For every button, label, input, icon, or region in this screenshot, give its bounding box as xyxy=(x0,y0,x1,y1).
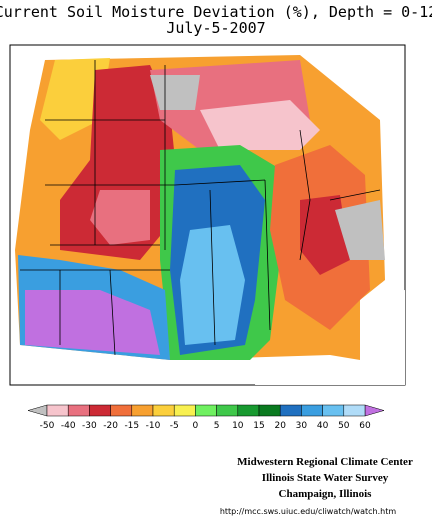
legend: -50 -40 -30 -20 -15 -10 -5 0 5 10 15 20 30 40 50 60 xyxy=(27,404,385,431)
legend-swatch xyxy=(195,404,217,417)
legend-tick-label: 0 xyxy=(193,421,199,431)
title: Current Soil Moisture Deviation (%), Dep… xyxy=(0,3,432,21)
legend-tick-label: -15 xyxy=(124,421,139,431)
legend-swatch xyxy=(131,404,154,417)
legend-swatch xyxy=(258,404,281,417)
legend-swatch xyxy=(301,404,323,417)
legend-high xyxy=(364,404,385,417)
legend-swatch xyxy=(152,404,175,417)
legend-tick-label: 60 xyxy=(359,421,371,431)
legend-tick-label: 5 xyxy=(214,421,220,431)
legend-tick-label: -5 xyxy=(170,421,179,431)
legend-tick-label: 30 xyxy=(296,421,308,431)
legend-swatch xyxy=(279,404,302,417)
legend-tick-label: 20 xyxy=(274,421,286,431)
legend-swatch xyxy=(46,404,69,417)
legend-low xyxy=(27,404,48,417)
url: http://mcc.sws.uiuc.edu/cliwatch/watch.h… xyxy=(220,507,397,516)
legend-swatch xyxy=(322,404,345,417)
date: July-5-2007 xyxy=(166,19,265,37)
legend-tick-label: -50 xyxy=(40,421,55,431)
legend-tick-label: -30 xyxy=(82,421,97,431)
legend-swatch xyxy=(110,404,133,417)
credit-line: Illinois State Water Survey xyxy=(262,472,389,484)
legend-tick-label: 40 xyxy=(317,421,329,431)
legend-tick-label: 50 xyxy=(338,421,350,431)
legend-tick-label: 10 xyxy=(232,421,244,431)
legend-swatch xyxy=(89,404,111,417)
legend-swatch xyxy=(67,404,90,417)
legend-tick-label: -40 xyxy=(61,421,76,431)
legend-swatch xyxy=(173,404,196,417)
legend-swatch xyxy=(216,404,239,417)
credit-line: Midwestern Regional Climate Center xyxy=(237,456,413,468)
legend-tick-label: -10 xyxy=(146,421,161,431)
legend-swatch xyxy=(343,404,366,417)
legend-tick-label: -20 xyxy=(103,421,118,431)
legend-swatch xyxy=(237,404,260,417)
map xyxy=(9,44,406,386)
legend-tick-label: 15 xyxy=(253,421,264,431)
credit-line: Champaign, Illinois xyxy=(279,488,373,500)
